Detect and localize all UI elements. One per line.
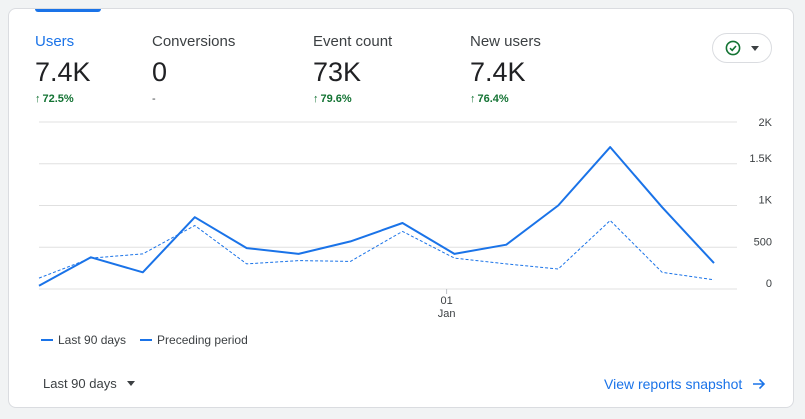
y-tick-label: 500 <box>754 236 772 248</box>
metric-change-value: 79.6% <box>320 93 352 105</box>
metric-value: 73K <box>313 57 362 87</box>
series-line-last-90-days <box>38 146 715 287</box>
metric-label: Users <box>35 33 75 50</box>
view-reports-label: View reports snapshot <box>604 376 743 392</box>
legend-label: Preceding period <box>157 333 248 347</box>
check-circle-icon <box>725 40 741 56</box>
y-tick-label: 0 <box>766 278 772 290</box>
arrow-up-icon: ↑ <box>470 93 476 105</box>
legend-swatch-dashed <box>140 339 153 341</box>
series-line-preceding-period <box>38 220 715 281</box>
legend-swatch-solid <box>41 339 53 341</box>
arrow-up-icon: ↑ <box>313 93 319 105</box>
legend-label: Last 90 days <box>58 333 127 347</box>
metric-event-count[interactable]: Event count 73K ↑ 79.6% <box>313 33 392 105</box>
x-tick-month-label: Jan <box>438 308 456 320</box>
caret-down-icon <box>126 381 135 386</box>
y-tick-label: 1K <box>759 195 773 207</box>
date-range-label: Last 90 days <box>43 376 117 391</box>
metric-conversions[interactable]: Conversions 0 - <box>152 33 235 105</box>
metric-value: 7.4K <box>470 57 526 87</box>
metric-users[interactable]: Users 7.4K ↑ 72.5% <box>35 33 91 105</box>
legend-item-previous: Preceding period <box>140 333 248 347</box>
metric-label: Event count <box>313 33 393 50</box>
x-tick-day-label: 01 <box>440 295 452 307</box>
date-range-dropdown[interactable]: Last 90 days <box>43 376 135 391</box>
metric-change: - <box>152 93 235 105</box>
compare-dropdown-button[interactable] <box>712 33 772 63</box>
metric-change: ↑ 79.6% <box>313 93 392 105</box>
metric-value: 7.4K <box>35 57 91 87</box>
metric-change-value: 72.5% <box>42 93 74 105</box>
caret-down-icon <box>751 45 759 51</box>
view-reports-snapshot-link[interactable]: View reports snapshot <box>604 376 766 392</box>
y-tick-label: 2K <box>759 117 773 129</box>
legend-item-current: Last 90 days <box>41 333 126 347</box>
arrow-up-icon: ↑ <box>35 93 41 105</box>
active-metric-indicator <box>35 9 101 12</box>
metric-change-value: - <box>152 93 156 105</box>
chart-legend: Last 90 days Preceding period <box>41 333 248 347</box>
metric-value: 0 <box>152 57 168 87</box>
arrow-right-icon <box>753 378 766 390</box>
metric-label: Conversions <box>152 33 236 50</box>
metric-change: ↑ 72.5% <box>35 93 91 105</box>
metric-new-users[interactable]: New users 7.4K ↑ 76.4% <box>470 33 541 105</box>
y-tick-label: 1.5K <box>749 153 772 165</box>
metric-label: New users <box>470 33 541 50</box>
metric-change-value: 76.4% <box>477 93 509 105</box>
users-overview-card: Users 7.4K ↑ 72.5% Conversions 0 - Event … <box>8 8 794 408</box>
metric-change: ↑ 76.4% <box>470 93 541 105</box>
